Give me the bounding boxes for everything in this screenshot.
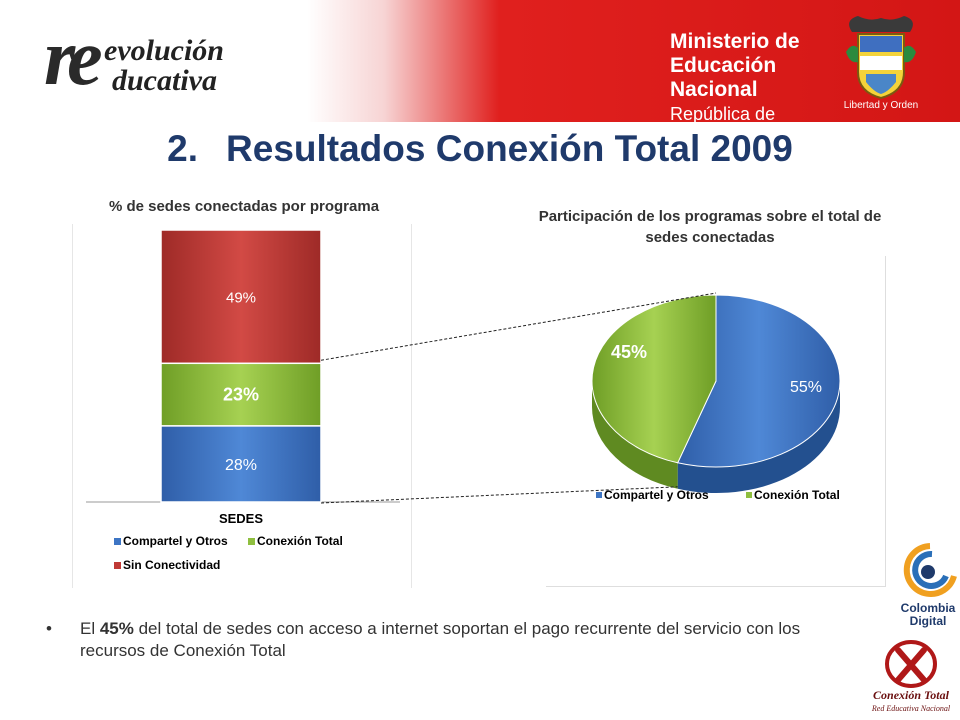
- conexion-total-name: Conexión Total: [873, 688, 949, 702]
- bar-legend-label-sin-conectividad: Sin Conectividad: [123, 558, 220, 572]
- bar-segment-conexion-total: [160, 362, 322, 427]
- ministry-name: Ministerio de Educación Nacional Repúbli…: [670, 30, 838, 150]
- slide-title: 2. Resultados Conexión Total 2009: [0, 128, 960, 170]
- pie-side-compartel-y-otros: [677, 381, 840, 493]
- cd-line-1: Colombia: [900, 601, 956, 615]
- conexion-total-sub: Red Educativa Nacional: [871, 704, 951, 713]
- bullet-text: El 45% del total de sedes con acceso a i…: [80, 618, 860, 662]
- colombia-digital-name: Colombia Digital: [896, 602, 960, 628]
- bar-category-label: SEDES: [219, 511, 263, 526]
- pie-legend-swatch-compartel-y-otros: [596, 492, 602, 498]
- header-banner: [0, 0, 960, 122]
- ministry-line-3: República de Colombia: [670, 104, 776, 148]
- revolucion-educativa-logo: re evolución ducativa: [44, 16, 284, 108]
- colombia-coat-of-arms-icon: Libertad y Orden: [842, 12, 920, 116]
- seal-motto: Libertad y Orden: [843, 100, 919, 111]
- logo-line-2: ducativa: [112, 64, 217, 97]
- pie-legend-swatch-conexion-total: [746, 492, 752, 498]
- bar-legend-label-compartel-y-otros: Compartel y Otros: [123, 534, 228, 548]
- bar-legend-swatch-compartel-y-otros: [114, 538, 121, 545]
- pie-chart: 55% 45% Compartel y Otros Conexión Total: [591, 294, 841, 502]
- bar-segment-sin-conectividad: [160, 229, 322, 365]
- connector-line-bottom: [320, 486, 678, 504]
- pie-chart-panel: [546, 256, 886, 587]
- pie-slice-conexion-total: [591, 294, 717, 464]
- pie-label-compartel-y-otros: 55%: [790, 379, 822, 396]
- slide-title-text: Resultados Conexión Total 2009: [226, 128, 793, 169]
- bullet-text-before: El: [80, 619, 100, 638]
- cd-line-2: Digital: [909, 614, 947, 628]
- pie-legend-label-compartel-y-otros: Compartel y Otros: [604, 488, 709, 502]
- pie-slice-compartel-y-otros: [676, 294, 841, 468]
- connector-lines: [320, 292, 717, 504]
- bar-legend-swatch-sin-conectividad: [114, 562, 121, 569]
- pie-label-conexion-total: 45%: [611, 342, 647, 362]
- bar-label-conexion-total: 23%: [223, 385, 259, 405]
- pie-chart-title: Participación de los programas sobre el …: [538, 208, 882, 246]
- conexion-total-logo: Conexión Total Red Educativa Nacional: [862, 636, 960, 720]
- slide-number: 2.: [167, 128, 199, 169]
- logo-line-1: evolución: [104, 34, 224, 67]
- bullet-text-bold: 45%: [99, 619, 134, 638]
- bar-chart-panel: [72, 224, 412, 588]
- pie-legend-label-conexion-total: Conexión Total: [754, 488, 840, 502]
- bar-legend-swatch-conexion-total: [248, 538, 255, 545]
- connector-line-top: [320, 292, 717, 361]
- colombia-digital-logo: Colombia Digital: [896, 540, 960, 636]
- conexion-total-icon: [885, 640, 937, 688]
- bar-label-compartel-y-otros: 28%: [225, 457, 257, 474]
- seal-graphic: [846, 16, 916, 100]
- ministry-line-2: Educación Nacional: [670, 54, 777, 101]
- logo-mark: re: [44, 14, 103, 102]
- bar-label-sin-conectividad: 49%: [226, 290, 256, 307]
- bar-chart: 28% 23% 49% SEDES Compartel y Otros Conexión …: [86, 229, 400, 572]
- bullet-text-after: del total de sedes con acceso a internet…: [80, 619, 801, 660]
- bar-legend-label-conexion-total: Conexión Total: [257, 534, 343, 548]
- ministry-line-1: Ministerio de: [670, 30, 800, 53]
- bar-chart-title: % de sedes conectadas por programa: [108, 198, 380, 215]
- colombia-digital-icon: [903, 543, 957, 597]
- pie-side-conexion-total: [592, 381, 678, 489]
- bullet-dot-icon: •: [46, 619, 52, 638]
